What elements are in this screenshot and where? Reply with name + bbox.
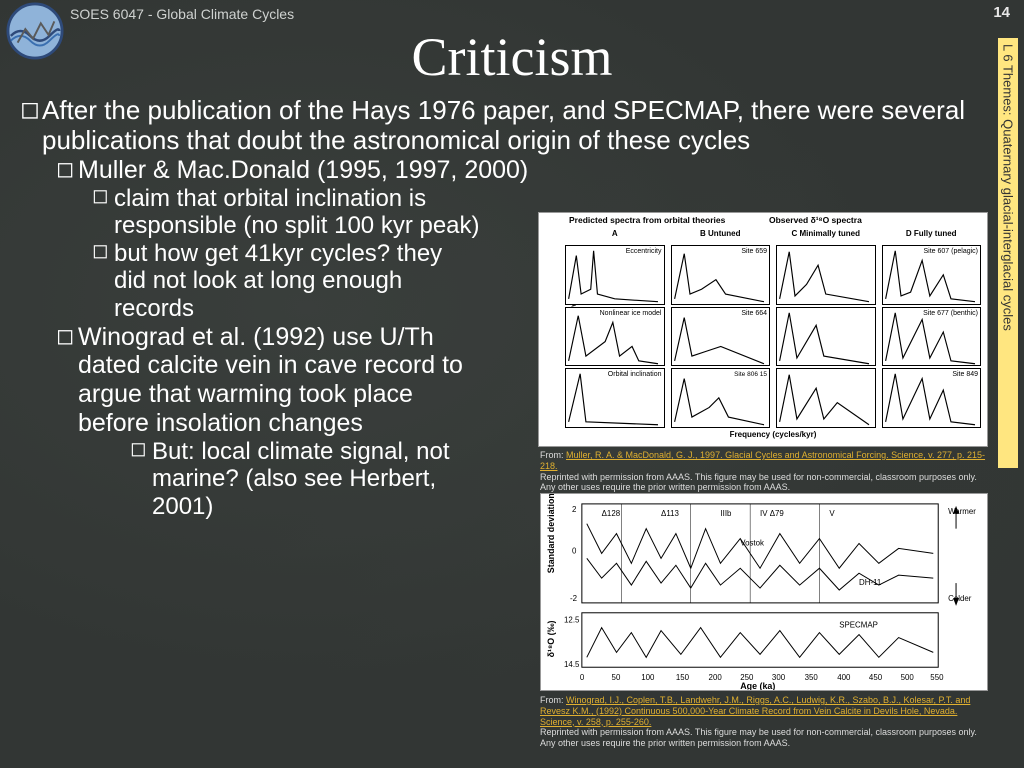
spectra-panel: Site 806 15	[671, 368, 771, 428]
bullet-level2: ◻ Winograd et al. (1992) use U/Th dated …	[56, 323, 480, 438]
svg-text:12.5: 12.5	[564, 616, 580, 625]
bullet-text: claim that orbital inclination is respon…	[114, 185, 480, 240]
caption-from: From:	[540, 695, 566, 705]
spectra-panel: Nonlinear ice model	[565, 307, 665, 367]
svg-text:Age (ka): Age (ka)	[740, 681, 775, 690]
svg-text:0: 0	[572, 546, 577, 555]
caption-source-link[interactable]: Muller, R. A. & MacDonald, G. J., 1997. …	[540, 450, 985, 471]
svg-text:14.5: 14.5	[564, 660, 580, 669]
svg-text:DH-11: DH-11	[859, 578, 882, 587]
svg-text:-2: -2	[570, 594, 577, 603]
fig1-col-a: A	[565, 229, 665, 243]
caption-from: From:	[540, 450, 566, 460]
caption-source-link[interactable]: Winograd, I.J., Coplen, T.B., Landwehr, …	[540, 695, 970, 727]
svg-text:Colder: Colder	[948, 594, 972, 603]
svg-text:550: 550	[930, 673, 944, 682]
spectra-panel: Site 849	[882, 368, 982, 428]
svg-text:200: 200	[709, 673, 723, 682]
bullet-text: Muller & Mac.Donald (1995, 1997, 2000)	[78, 156, 528, 185]
spectra-panel: Site 664	[671, 307, 771, 367]
svg-text:450: 450	[869, 673, 883, 682]
spectra-panel: Orbital inclination	[565, 368, 665, 428]
fig2-ylabel-top: Standard deviation	[546, 494, 556, 573]
bullet-text: Winograd et al. (1992) use U/Th dated ca…	[78, 323, 480, 438]
bullet-text: After the publication of the Hays 1976 p…	[42, 96, 988, 156]
bullet-level3: ◻ but how get 41kyr cycles? they did not…	[92, 240, 480, 323]
figure-timeseries: Standard deviation δ¹⁸O (‰) Δ128 Δ113 II…	[540, 493, 988, 691]
svg-text:V: V	[829, 509, 835, 518]
bullet-icon: ◻	[92, 185, 114, 208]
svg-text:SPECMAP: SPECMAP	[839, 621, 878, 630]
spectra-panel: Site 607 (pelagic)	[882, 245, 982, 305]
svg-text:IV Δ79: IV Δ79	[760, 509, 784, 518]
svg-text:Δ128: Δ128	[602, 509, 621, 518]
course-code: SOES 6047 - Global Climate Cycles	[70, 6, 294, 22]
bullet-icon: ◻	[56, 156, 78, 181]
bullet-level4: ◻ But: local climate signal, not marine?…	[130, 438, 480, 521]
bullet-icon: ◻	[20, 96, 42, 124]
svg-text:0: 0	[580, 673, 585, 682]
svg-text:500: 500	[901, 673, 915, 682]
fig1-col-d: D Fully tuned	[882, 229, 982, 243]
figure2-caption: From: Winograd, I.J., Coplen, T.B., Land…	[540, 695, 988, 749]
spectra-panel: Eccentricity	[565, 245, 665, 305]
spectra-panel: Site 659	[671, 245, 771, 305]
svg-text:150: 150	[676, 673, 690, 682]
svg-text:350: 350	[805, 673, 819, 682]
svg-text:100: 100	[641, 673, 655, 682]
svg-text:Δ113: Δ113	[661, 509, 679, 518]
spectra-panel	[776, 368, 876, 428]
page-number: 14	[993, 4, 1010, 21]
fig1-xlabel: Frequency (cycles/kyr)	[565, 430, 981, 442]
bullet-level1: ◻ After the publication of the Hays 1976…	[20, 96, 988, 156]
svg-text:2: 2	[572, 505, 576, 514]
svg-text:50: 50	[612, 673, 621, 682]
slide-title: Criticism	[0, 26, 1024, 88]
spectra-panel	[776, 245, 876, 305]
lecture-side-label: L 6 Themes: Quaternary glacial-interglac…	[998, 38, 1018, 468]
fig1-header-right: Observed δ¹⁸O spectra	[769, 215, 862, 225]
caption-permission: Reprinted with permission from AAAS. Thi…	[540, 727, 977, 748]
fig2-ylabel-bot: δ¹⁸O (‰)	[546, 621, 556, 658]
caption-permission: Reprinted with permission from AAAS. Thi…	[540, 472, 977, 493]
spectra-panel	[776, 307, 876, 367]
svg-text:Warmer: Warmer	[948, 507, 976, 516]
fig1-col-b: B Untuned	[671, 229, 771, 243]
figure1-caption: From: Muller, R. A. & MacDonald, G. J., …	[540, 450, 988, 493]
fig1-header-left: Predicted spectra from orbital theories	[569, 215, 725, 225]
bullet-icon: ◻	[56, 323, 78, 348]
bullet-icon: ◻	[92, 240, 114, 263]
svg-text:400: 400	[837, 673, 851, 682]
bullet-level2: ◻ Muller & Mac.Donald (1995, 1997, 2000)	[56, 156, 988, 185]
svg-text:IIIb: IIIb	[720, 509, 732, 518]
svg-text:Vostok: Vostok	[740, 538, 764, 547]
spectra-panel: Site 677 (benthic)	[882, 307, 982, 367]
fig1-col-c: C Minimally tuned	[776, 229, 876, 243]
figure-spectra: Predicted spectra from orbital theories …	[538, 212, 988, 447]
bullet-text: But: local climate signal, not marine? (…	[152, 438, 480, 521]
bullet-text: but how get 41kyr cycles? they did not l…	[114, 240, 480, 323]
bullet-level3: ◻ claim that orbital inclination is resp…	[92, 185, 480, 240]
bullet-icon: ◻	[130, 438, 152, 461]
